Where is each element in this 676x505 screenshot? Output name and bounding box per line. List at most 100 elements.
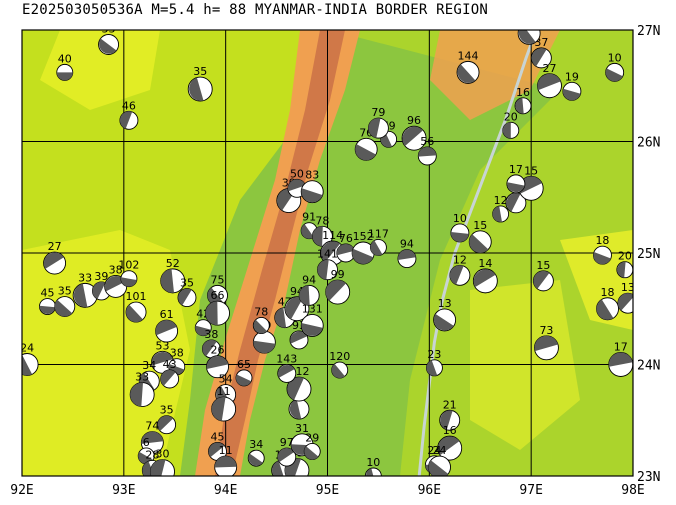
focal-mechanism[interactable]: 96	[401, 114, 427, 151]
focal-mechanism[interactable]: 79	[367, 106, 389, 139]
focal-mechanism[interactable]: 33	[72, 271, 98, 308]
focal-mechanism[interactable]: 43	[160, 358, 180, 389]
beachball-quadrant	[43, 252, 64, 269]
focal-mechanism[interactable]: 10	[450, 212, 470, 243]
focal-mechanism[interactable]: 120	[329, 350, 350, 379]
focal-mechanism[interactable]: 18	[593, 234, 612, 265]
focal-mechanism[interactable]: 17	[608, 341, 633, 377]
focal-mechanism[interactable]: 34	[247, 438, 265, 467]
focal-mechanism[interactable]: 78	[311, 214, 333, 247]
event-depth-label: 38	[204, 328, 218, 341]
focal-mechanism[interactable]: 20	[502, 110, 520, 139]
event-depth-label: 30	[156, 448, 170, 461]
focal-mechanism[interactable]: 61	[155, 308, 179, 343]
event-depth-label: 75	[211, 273, 225, 286]
focal-mechanism[interactable]: 14	[472, 257, 498, 294]
beachball-quadrant	[211, 397, 226, 421]
focal-mechanism[interactable]: 16	[514, 86, 532, 115]
beachball-quadrant	[325, 280, 346, 301]
beachball-quadrant	[178, 288, 192, 306]
focal-mechanism[interactable]: 33	[98, 22, 120, 55]
focal-mechanism[interactable]: 40	[56, 52, 74, 81]
focal-mechanism[interactable]: 117	[368, 227, 389, 256]
event-depth-label: 33	[78, 271, 92, 284]
focal-mechanism[interactable]: 10	[364, 456, 382, 484]
focal-mechanism[interactable]: 15	[532, 259, 554, 292]
focal-mechanism[interactable]: 76	[354, 126, 378, 161]
focal-mechanism[interactable]: 24	[428, 444, 451, 478]
focal-mechanism[interactable]: 35	[177, 277, 197, 308]
beachball-quadrant	[336, 243, 355, 256]
focal-mechanism[interactable]: 65	[235, 358, 253, 387]
event-depth-label: 10	[608, 51, 622, 64]
event-depth-label: 143	[276, 352, 297, 365]
focal-mechanism[interactable]: 11	[214, 444, 238, 478]
focal-mechanism[interactable]: 56	[417, 135, 437, 166]
focal-mechanism[interactable]: 99	[325, 268, 351, 305]
focal-mechanism[interactable]: 10	[605, 51, 625, 82]
event-depth-label: 94	[400, 238, 414, 251]
focal-mechanism[interactable]: 20	[616, 250, 633, 279]
beachball-quadrant	[235, 374, 252, 386]
beachball-quadrant	[321, 241, 341, 263]
focal-mechanism[interactable]: 76	[336, 232, 356, 263]
event-depth-label: 16	[516, 86, 530, 99]
focal-mechanism[interactable]: 45	[208, 430, 227, 461]
focal-mechanism[interactable]: 24	[16, 342, 39, 376]
focal-mechanism[interactable]: 45	[39, 287, 56, 315]
focal-mechanism[interactable]: 37	[530, 36, 552, 69]
focal-mechanism[interactable]: 22	[517, 10, 541, 45]
focal-mechanism[interactable]: 131	[300, 302, 324, 337]
beachball-quadrant	[195, 325, 211, 336]
focal-mechanism[interactable]: 97	[277, 436, 297, 467]
focal-mechanism[interactable]: 52	[160, 257, 186, 294]
focal-mechanism[interactable]: 66	[205, 289, 230, 326]
focal-mechanism[interactable]: 13	[617, 281, 638, 314]
beachball-quadrant	[301, 188, 323, 203]
focal-mechanism[interactable]: 94	[298, 273, 320, 306]
focal-mechanism[interactable]: 15	[468, 219, 492, 254]
focal-mechanism[interactable]: 23	[425, 348, 443, 377]
focal-mechanism[interactable]: 30	[150, 448, 175, 484]
focal-mechanism[interactable]: 21	[439, 398, 461, 431]
focal-mechanism[interactable]: 35	[157, 404, 177, 435]
event-depth-label: 21	[443, 398, 457, 411]
beachball-quadrant	[287, 179, 306, 192]
focal-mechanism[interactable]: 11	[211, 385, 237, 422]
focal-mechanism[interactable]: 46	[119, 99, 139, 130]
focal-mechanism[interactable]: 29	[303, 431, 321, 460]
event-depth-label: 29	[305, 431, 319, 444]
focal-mechanism[interactable]: 19	[562, 70, 582, 101]
focal-mechanism[interactable]: 17	[506, 163, 526, 194]
focal-mechanism[interactable]: 144	[456, 49, 480, 84]
event-depth-label: 24	[433, 444, 447, 457]
focal-mechanism[interactable]: 75	[207, 273, 228, 306]
focal-mechanism[interactable]: 18	[596, 286, 619, 321]
focal-mechanism[interactable]: 73	[533, 324, 559, 361]
focal-mechanism[interactable]: 94	[397, 238, 417, 269]
focal-mechanism[interactable]: 83	[300, 169, 324, 204]
focal-mechanism[interactable]: 16	[437, 424, 463, 461]
focal-mechanism[interactable]: 152	[351, 230, 375, 265]
focal-mechanism[interactable]: 141	[317, 248, 338, 281]
focal-mechanism[interactable]: 94	[284, 285, 310, 322]
focal-mechanism[interactable]: 26	[206, 344, 229, 379]
focal-mechanism[interactable]: 13	[433, 297, 457, 332]
focal-mechanism[interactable]: 143	[276, 352, 297, 383]
focal-mechanism[interactable]: 38	[201, 328, 221, 359]
event-depth-label: 26	[211, 344, 225, 357]
focal-mechanism[interactable]: 33	[129, 371, 155, 408]
focal-mechanism[interactable]: 12	[492, 194, 510, 223]
focal-mechanism[interactable]: 27	[537, 62, 562, 99]
beachball-quadrant	[492, 206, 502, 223]
focal-mechanism[interactable]: 35	[54, 285, 76, 317]
focal-mechanism[interactable]: 27	[43, 240, 67, 275]
beachball-quadrant	[440, 410, 453, 430]
focal-mechanism[interactable]: 12	[449, 253, 471, 286]
focal-mechanism[interactable]: 78	[252, 305, 270, 334]
focal-mechanism[interactable]: 101	[126, 290, 147, 323]
beachball-quadrant	[506, 193, 521, 212]
beachball-quadrant	[285, 297, 303, 320]
focal-mechanism[interactable]: 102	[118, 259, 139, 288]
focal-mechanism[interactable]: 35	[187, 65, 213, 102]
